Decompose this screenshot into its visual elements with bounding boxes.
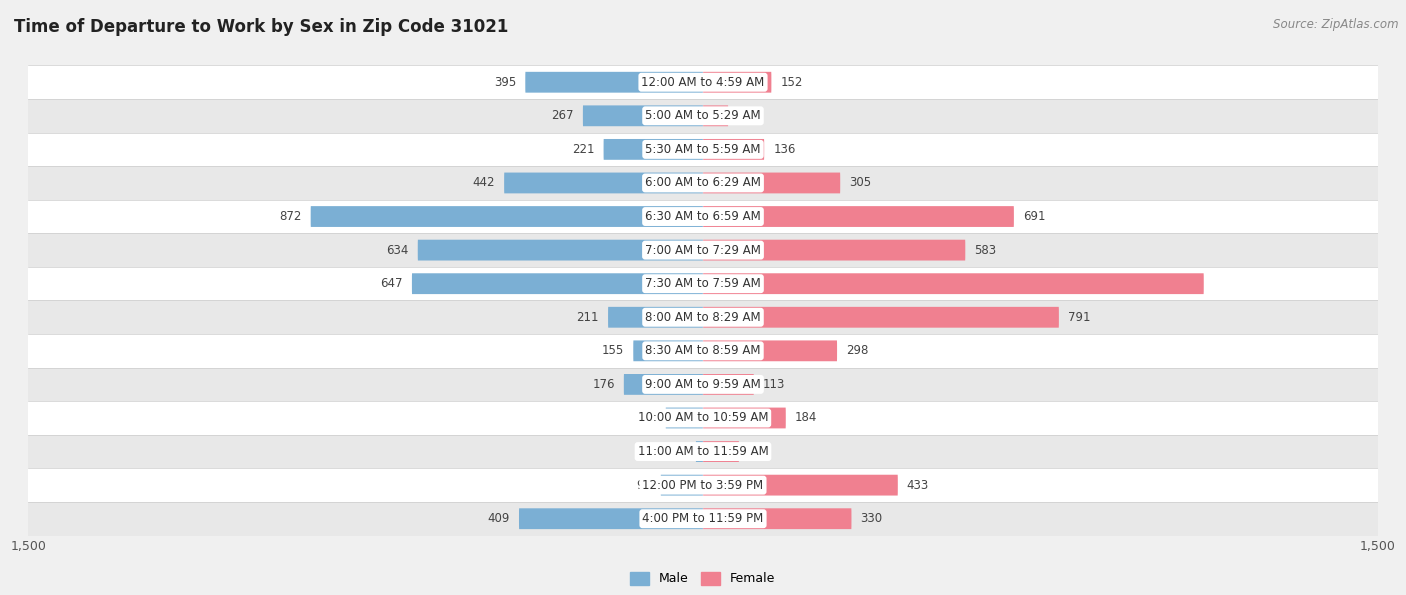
- FancyBboxPatch shape: [28, 435, 1378, 468]
- FancyBboxPatch shape: [703, 340, 837, 361]
- Text: 11:00 AM to 11:59 AM: 11:00 AM to 11:59 AM: [638, 445, 768, 458]
- Text: 176: 176: [592, 378, 614, 391]
- Text: 791: 791: [1069, 311, 1091, 324]
- FancyBboxPatch shape: [28, 65, 1378, 99]
- Text: 7:00 AM to 7:29 AM: 7:00 AM to 7:29 AM: [645, 243, 761, 256]
- FancyBboxPatch shape: [28, 468, 1378, 502]
- Text: 267: 267: [551, 109, 574, 123]
- FancyBboxPatch shape: [703, 475, 898, 496]
- Text: 113: 113: [763, 378, 785, 391]
- Text: 5:30 AM to 5:59 AM: 5:30 AM to 5:59 AM: [645, 143, 761, 156]
- FancyBboxPatch shape: [526, 72, 703, 93]
- FancyBboxPatch shape: [28, 334, 1378, 368]
- FancyBboxPatch shape: [703, 105, 728, 126]
- FancyBboxPatch shape: [703, 408, 786, 428]
- Text: 9:00 AM to 9:59 AM: 9:00 AM to 9:59 AM: [645, 378, 761, 391]
- Text: 6:00 AM to 6:29 AM: 6:00 AM to 6:29 AM: [645, 177, 761, 189]
- Text: 395: 395: [494, 76, 516, 89]
- FancyBboxPatch shape: [28, 300, 1378, 334]
- FancyBboxPatch shape: [28, 99, 1378, 133]
- FancyBboxPatch shape: [703, 273, 1204, 294]
- FancyBboxPatch shape: [519, 508, 703, 529]
- Text: 8:00 AM to 8:29 AM: 8:00 AM to 8:29 AM: [645, 311, 761, 324]
- FancyBboxPatch shape: [28, 133, 1378, 166]
- FancyBboxPatch shape: [412, 273, 703, 294]
- Text: 94: 94: [637, 478, 652, 491]
- Text: 4:00 PM to 11:59 PM: 4:00 PM to 11:59 PM: [643, 512, 763, 525]
- Text: 12:00 AM to 4:59 AM: 12:00 AM to 4:59 AM: [641, 76, 765, 89]
- FancyBboxPatch shape: [703, 240, 966, 261]
- FancyBboxPatch shape: [28, 166, 1378, 200]
- Text: 184: 184: [794, 412, 817, 424]
- FancyBboxPatch shape: [28, 233, 1378, 267]
- Text: 634: 634: [387, 243, 409, 256]
- FancyBboxPatch shape: [696, 441, 703, 462]
- Text: 298: 298: [846, 345, 869, 358]
- Text: 305: 305: [849, 177, 872, 189]
- FancyBboxPatch shape: [624, 374, 703, 395]
- Text: 872: 872: [280, 210, 302, 223]
- Text: 5:00 AM to 5:29 AM: 5:00 AM to 5:29 AM: [645, 109, 761, 123]
- FancyBboxPatch shape: [665, 408, 703, 428]
- FancyBboxPatch shape: [28, 368, 1378, 401]
- Text: 583: 583: [974, 243, 997, 256]
- FancyBboxPatch shape: [583, 105, 703, 126]
- FancyBboxPatch shape: [607, 307, 703, 328]
- FancyBboxPatch shape: [703, 206, 1014, 227]
- Text: 647: 647: [381, 277, 404, 290]
- Text: Time of Departure to Work by Sex in Zip Code 31021: Time of Departure to Work by Sex in Zip …: [14, 18, 509, 36]
- FancyBboxPatch shape: [703, 307, 1059, 328]
- FancyBboxPatch shape: [311, 206, 703, 227]
- FancyBboxPatch shape: [703, 173, 841, 193]
- FancyBboxPatch shape: [703, 374, 754, 395]
- FancyBboxPatch shape: [28, 200, 1378, 233]
- FancyBboxPatch shape: [633, 340, 703, 361]
- Text: 442: 442: [472, 177, 495, 189]
- Text: 409: 409: [488, 512, 510, 525]
- FancyBboxPatch shape: [703, 139, 765, 160]
- Text: 1,113: 1,113: [1336, 277, 1374, 290]
- Text: 56: 56: [737, 109, 752, 123]
- Text: 136: 136: [773, 143, 796, 156]
- Legend: Male, Female: Male, Female: [626, 566, 780, 590]
- FancyBboxPatch shape: [703, 72, 772, 93]
- Text: 221: 221: [572, 143, 595, 156]
- Text: 155: 155: [602, 345, 624, 358]
- Text: 12:00 PM to 3:59 PM: 12:00 PM to 3:59 PM: [643, 478, 763, 491]
- FancyBboxPatch shape: [661, 475, 703, 496]
- Text: 6:30 AM to 6:59 AM: 6:30 AM to 6:59 AM: [645, 210, 761, 223]
- FancyBboxPatch shape: [505, 173, 703, 193]
- Text: 83: 83: [643, 412, 657, 424]
- Text: Source: ZipAtlas.com: Source: ZipAtlas.com: [1274, 18, 1399, 31]
- FancyBboxPatch shape: [28, 267, 1378, 300]
- Text: 7:30 AM to 7:59 AM: 7:30 AM to 7:59 AM: [645, 277, 761, 290]
- Text: 16: 16: [672, 445, 686, 458]
- Text: 211: 211: [576, 311, 599, 324]
- FancyBboxPatch shape: [418, 240, 703, 261]
- Text: 10:00 AM to 10:59 AM: 10:00 AM to 10:59 AM: [638, 412, 768, 424]
- FancyBboxPatch shape: [703, 441, 740, 462]
- FancyBboxPatch shape: [703, 508, 852, 529]
- FancyBboxPatch shape: [28, 502, 1378, 536]
- Text: 152: 152: [780, 76, 803, 89]
- Text: 330: 330: [860, 512, 883, 525]
- Text: 8:30 AM to 8:59 AM: 8:30 AM to 8:59 AM: [645, 345, 761, 358]
- FancyBboxPatch shape: [28, 401, 1378, 435]
- Text: 691: 691: [1024, 210, 1046, 223]
- Text: 80: 80: [748, 445, 762, 458]
- FancyBboxPatch shape: [603, 139, 703, 160]
- Text: 433: 433: [907, 478, 929, 491]
